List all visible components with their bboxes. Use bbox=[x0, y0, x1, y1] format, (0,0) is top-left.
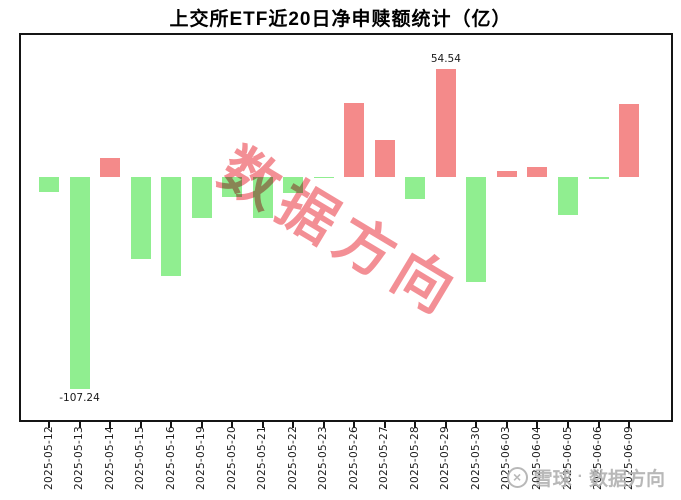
bar-2025-05-27 bbox=[374, 140, 395, 178]
x-tick bbox=[505, 422, 508, 428]
x-tick bbox=[139, 422, 142, 428]
bar-2025-06-09 bbox=[619, 103, 640, 178]
x-tick-label: 2025-05-20 bbox=[225, 425, 238, 490]
x-tick bbox=[597, 422, 600, 428]
x-tick-label: 2025-05-13 bbox=[73, 425, 86, 490]
x-tick-label: 2025-06-06 bbox=[592, 425, 605, 490]
x-tick-label: 2025-06-03 bbox=[500, 425, 513, 490]
x-tick bbox=[414, 422, 417, 428]
bar-2025-05-19 bbox=[191, 177, 212, 218]
bar-2025-05-20 bbox=[222, 177, 243, 198]
bar-2025-05-26 bbox=[344, 103, 365, 178]
bar-2025-05-13 bbox=[69, 177, 90, 389]
x-tick-label: 2025-05-14 bbox=[103, 425, 116, 490]
x-tick bbox=[200, 422, 203, 428]
x-tick bbox=[322, 422, 325, 428]
x-tick-label: 2025-05-15 bbox=[134, 425, 147, 490]
x-tick bbox=[353, 422, 356, 428]
watermark-separator: · bbox=[577, 468, 583, 485]
x-tick bbox=[475, 422, 478, 428]
x-tick-label: 2025-05-28 bbox=[408, 425, 421, 490]
x-tick-label: 2025-05-27 bbox=[378, 425, 391, 490]
x-tick bbox=[231, 422, 234, 428]
bar-2025-05-28 bbox=[405, 177, 426, 199]
x-tick-label: 2025-05-19 bbox=[195, 425, 208, 490]
bar-2025-05-21 bbox=[252, 177, 273, 219]
x-tick bbox=[109, 422, 112, 428]
bar-value-annotation: -107.24 bbox=[59, 391, 100, 404]
x-tick bbox=[292, 422, 295, 428]
chart-title: 上交所ETF近20日净申赎额统计（亿） bbox=[169, 9, 512, 30]
plot-area bbox=[19, 33, 673, 422]
x-tick bbox=[78, 422, 81, 428]
x-tick-label: 2025-05-21 bbox=[256, 425, 269, 490]
bar-2025-06-03 bbox=[496, 171, 517, 178]
bar-2025-05-30 bbox=[466, 177, 487, 283]
x-tick-label: 2025-05-26 bbox=[347, 425, 360, 490]
x-tick-label: 2025-05-16 bbox=[164, 425, 177, 490]
bar-2025-06-05 bbox=[558, 177, 578, 216]
bar-2025-05-14 bbox=[100, 158, 121, 178]
bar-value-annotation: 54.54 bbox=[430, 53, 461, 66]
x-tick bbox=[536, 422, 539, 428]
x-tick-label: 2025-05-29 bbox=[439, 425, 452, 490]
bar-2025-06-06 bbox=[588, 177, 609, 179]
x-tick bbox=[444, 422, 447, 428]
bar-2025-05-22 bbox=[283, 177, 304, 193]
x-tick-label: 2025-05-22 bbox=[286, 425, 299, 490]
bar-2025-05-15 bbox=[130, 177, 151, 259]
x-tick bbox=[170, 422, 173, 428]
bar-2025-06-04 bbox=[527, 166, 548, 178]
x-tick-label: 2025-05-12 bbox=[42, 425, 55, 490]
x-tick-label: 2025-06-05 bbox=[561, 425, 574, 490]
bar-2025-05-23 bbox=[313, 177, 334, 179]
x-tick-label: 2025-05-23 bbox=[317, 425, 330, 490]
x-tick bbox=[48, 422, 50, 428]
bar-2025-05-29 bbox=[435, 69, 456, 178]
bar-2025-05-12 bbox=[39, 177, 59, 192]
x-tick bbox=[567, 422, 569, 428]
x-tick bbox=[628, 422, 631, 428]
bar-2025-05-16 bbox=[161, 177, 182, 276]
x-tick bbox=[261, 422, 264, 428]
x-tick-label: 2025-06-09 bbox=[622, 425, 635, 490]
x-tick bbox=[383, 422, 386, 428]
x-tick-label: 2025-06-04 bbox=[530, 425, 543, 490]
x-tick-label: 2025-05-30 bbox=[469, 425, 482, 490]
